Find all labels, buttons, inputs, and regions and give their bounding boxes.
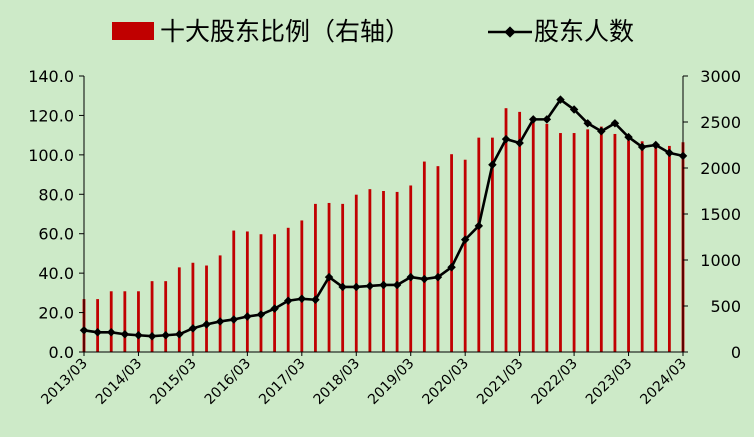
bar-2020/12 <box>504 108 508 352</box>
line-point-2015/06 <box>202 320 211 329</box>
bar-2018/09 <box>382 191 385 352</box>
left-tick-label: 0.0 <box>49 343 74 362</box>
bar-2015/12 <box>232 230 236 352</box>
bar-2022/03 <box>572 133 576 352</box>
bar-2023/12 <box>667 145 671 352</box>
legend-line-label: 股东人数 <box>534 17 634 46</box>
bar-2021/09 <box>545 123 549 352</box>
line-point-2020/12 <box>501 134 511 144</box>
line-point-2019/03 <box>406 272 415 282</box>
line-point-2017/09 <box>324 272 334 282</box>
line-point-2017/06 <box>311 295 320 305</box>
line-point-2017/12 <box>338 282 347 292</box>
bar-2016/09 <box>273 234 276 352</box>
bar-2014/03 <box>137 291 140 352</box>
line-point-2014/03 <box>134 330 143 340</box>
line-point-2015/09 <box>215 317 225 326</box>
right-axis-ticks: 0 500 1000 1500 2000 2500 3000 <box>683 67 741 362</box>
bar-2014/12 <box>177 267 181 352</box>
legend-bar-swatch <box>112 22 154 40</box>
line-point-2016/12 <box>283 296 293 305</box>
right-tick-label: 3000 <box>700 67 741 86</box>
line-point-2016/03 <box>243 312 252 321</box>
line-point-2019/09 <box>433 272 443 282</box>
right-tick-label: 2500 <box>700 113 741 132</box>
line-point-2013/09 <box>106 328 116 337</box>
line-point-2018/03 <box>352 282 361 292</box>
left-tick-label: 100.0 <box>28 146 74 165</box>
bar-2021/12 <box>559 133 562 352</box>
bar-2015/06 <box>205 265 208 352</box>
left-tick-label: 120.0 <box>28 106 74 125</box>
bar-2013/09 <box>109 291 113 352</box>
bar-2013/06 <box>96 299 100 352</box>
bar-2022/09 <box>599 126 603 352</box>
bar-2014/09 <box>164 281 168 352</box>
bar-2023/09 <box>654 145 658 352</box>
bar-2013/12 <box>123 291 127 352</box>
right-tick-label: 2000 <box>700 159 741 178</box>
bar-2019/06 <box>422 161 426 352</box>
bar-2018/03 <box>354 194 358 352</box>
left-tick-label: 20.0 <box>38 304 74 323</box>
left-tick-label: 140.0 <box>28 67 74 86</box>
line-point-2020/03 <box>460 235 470 244</box>
bar-2023/03 <box>627 140 630 352</box>
right-tick-label: 1000 <box>700 251 741 270</box>
bar-2015/03 <box>191 262 195 352</box>
bar-2021/06 <box>531 122 535 352</box>
bar-2021/03 <box>518 111 522 352</box>
left-tick-label: 80.0 <box>38 185 74 204</box>
line-point-2018/09 <box>379 280 388 290</box>
line-point-2014/12 <box>175 330 184 339</box>
bar-2020/06 <box>477 137 481 352</box>
line-point-2019/12 <box>447 262 456 272</box>
left-tick-label: 40.0 <box>38 264 74 283</box>
bar-2017/06 <box>314 203 317 352</box>
bar-2019/09 <box>436 166 440 352</box>
bar-series <box>82 108 685 352</box>
line-point-2020/09 <box>488 160 497 169</box>
right-tick-label: 0 <box>731 343 741 362</box>
bar-2015/09 <box>218 255 222 352</box>
line-point-2019/06 <box>420 274 429 284</box>
bar-2016/03 <box>245 231 249 352</box>
line-point-2017/03 <box>297 294 307 304</box>
line-point-2015/03 <box>188 324 198 333</box>
bar-2022/06 <box>586 129 590 352</box>
bar-2022/12 <box>613 133 617 352</box>
line-point-2014/06 <box>147 331 157 341</box>
legend-bar-label: 十大股东比例（右轴） <box>160 17 410 46</box>
right-tick-label: 500 <box>710 297 741 316</box>
bar-2016/12 <box>286 227 290 352</box>
bar-2020/03 <box>463 159 467 352</box>
line-point-2018/06 <box>365 281 375 291</box>
bar-2018/06 <box>368 189 372 352</box>
left-axis-ticks: 0.0 20.0 40.0 60.0 80.0 100.0 120.0 140.0 <box>28 67 84 362</box>
line-point-2013/12 <box>120 330 130 339</box>
right-tick-label: 1500 <box>700 205 741 224</box>
line-point-2016/06 <box>256 310 266 319</box>
bar-2023/06 <box>640 141 644 352</box>
line-point-2015/12 <box>229 315 238 324</box>
line-point-2018/12 <box>392 280 402 290</box>
legend: 十大股东比例（右轴） 股东人数 <box>112 17 634 46</box>
bar-2019/12 <box>450 154 453 352</box>
bar-2014/06 <box>150 281 154 352</box>
bar-2017/12 <box>341 203 345 352</box>
line-point-2020/06 <box>474 221 484 231</box>
line-point-2014/09 <box>161 330 170 340</box>
bar-2019/03 <box>409 185 413 352</box>
bar-2016/06 <box>259 234 263 352</box>
line-point-2016/09 <box>270 304 279 313</box>
line-point-2013/06 <box>93 328 102 337</box>
line-series <box>79 95 688 341</box>
line-point-2013/03 <box>79 326 89 335</box>
bar-2020/09 <box>491 137 494 352</box>
left-tick-label: 60.0 <box>38 225 74 244</box>
bar-2017/03 <box>300 220 304 352</box>
bar-2018/12 <box>395 191 399 352</box>
